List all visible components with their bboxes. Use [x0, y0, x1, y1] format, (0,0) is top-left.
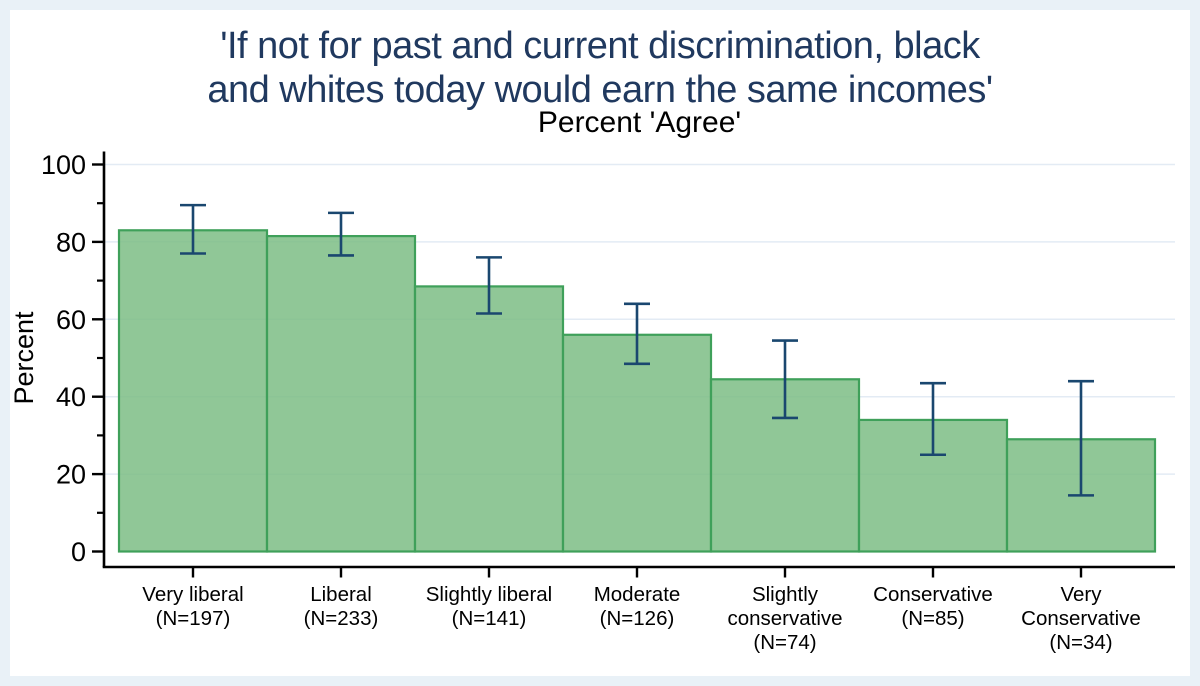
x-category-label: Liberal (N=233) [304, 583, 379, 630]
x-category-label: Slightly liberal (N=141) [426, 583, 552, 630]
y-tick-label: 20 [56, 460, 86, 490]
bar [265, 234, 417, 553]
x-category-label: Slightly conservative (N=74) [727, 583, 842, 654]
x-category-label: Very Conservative (N=34) [1021, 583, 1141, 654]
y-tick-label: 80 [56, 227, 86, 257]
y-tick-label: 40 [56, 382, 86, 412]
bar [561, 333, 713, 553]
x-category-label: Conservative (N=85) [873, 583, 993, 630]
chart-title: 'If not for past and current discriminat… [207, 25, 993, 111]
bar [413, 285, 565, 553]
x-category-label: Moderate (N=126) [594, 583, 681, 630]
y-tick-label: 0 [71, 537, 86, 567]
x-category-label: Very liberal (N=197) [142, 583, 243, 630]
y-tick-label: 60 [56, 305, 86, 335]
bar [117, 229, 269, 553]
chart-subtitle: Percent 'Agree' [537, 106, 742, 139]
y-tick-label: 100 [41, 150, 86, 180]
